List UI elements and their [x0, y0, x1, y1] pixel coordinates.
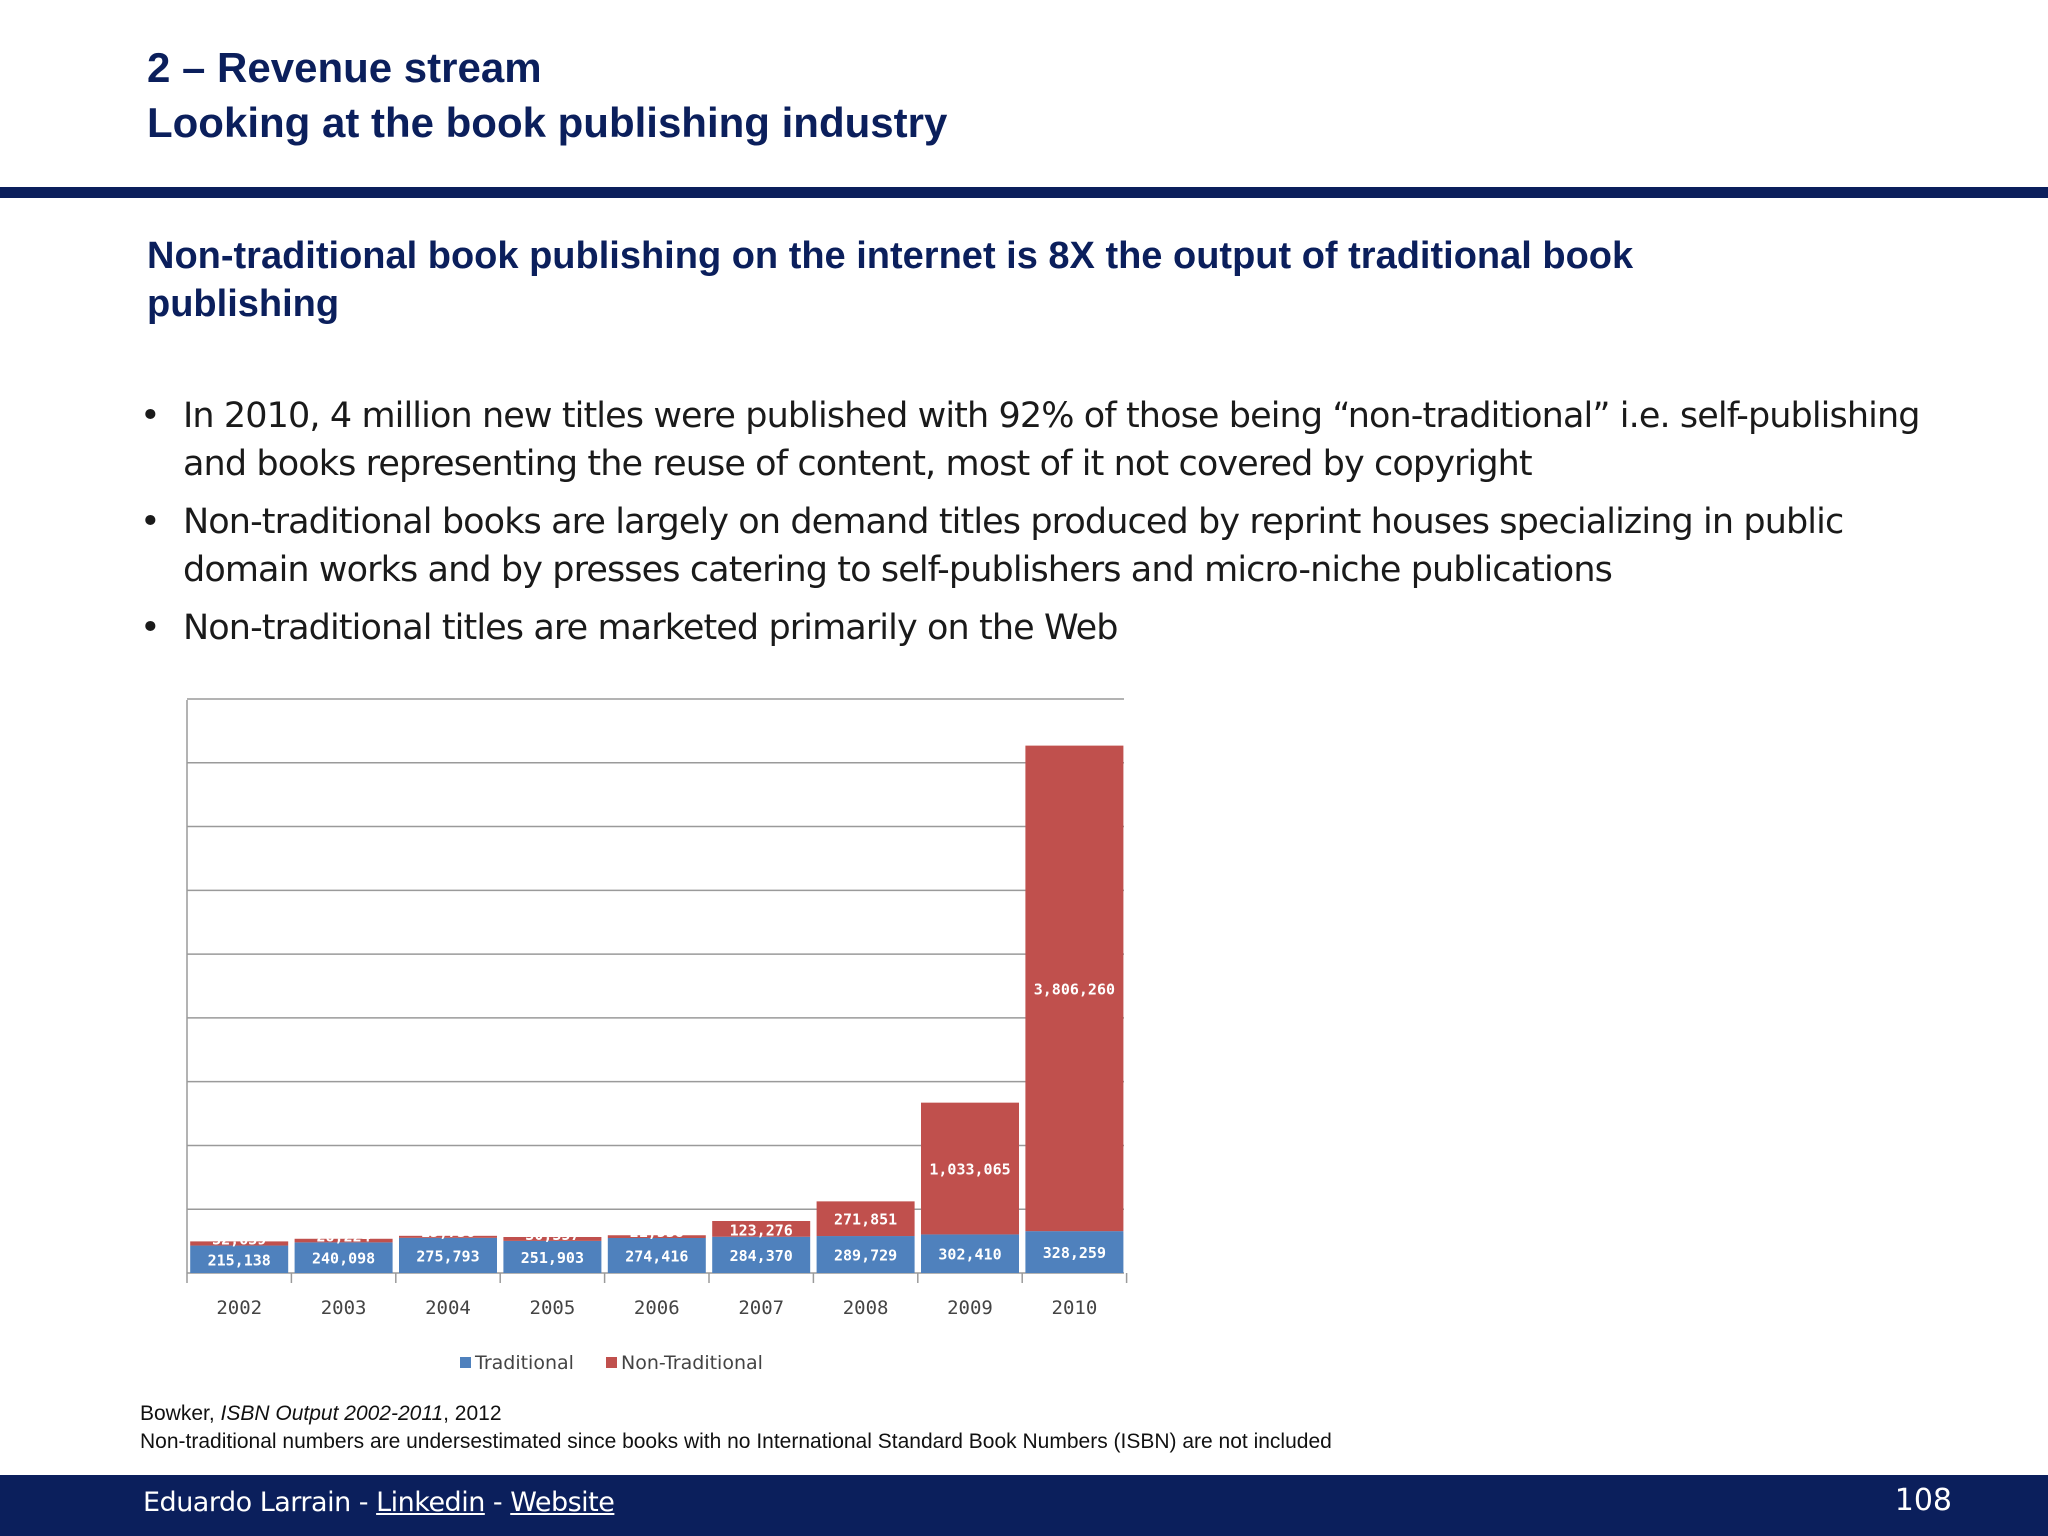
source-note: Bowker, ISBN Output 2002-2011, 2012 Non-…	[140, 1400, 1332, 1456]
linkedin-link[interactable]: Linkedin	[376, 1487, 485, 1518]
bar-traditional	[921, 1234, 1019, 1273]
bar-non-traditional	[607, 1235, 706, 1238]
page-title: Looking at the book publishing industry	[147, 99, 948, 146]
x-tick-label: 2005	[530, 1297, 576, 1319]
x-tick-label: 2004	[425, 1297, 471, 1319]
traditional-value-label: 215,138	[208, 1251, 271, 1269]
footer-credits: Eduardo Larrain - Linkedin - Website	[143, 1487, 615, 1518]
bullet-dot: •	[140, 608, 161, 648]
source-citation: Bowker, ISBN Output 2002-2011, 2012	[140, 1400, 1332, 1428]
stacked-bar-chart: 215,138 32,639 2002 240,098 28,224 2003 275,79…	[186, 690, 1128, 1374]
section-title: 2 – Revenue stream	[147, 44, 542, 91]
traditional-value-label: 328,259	[1043, 1244, 1106, 1262]
bullet-text: In 2010, 4 million new titles were publi…	[183, 396, 1920, 484]
x-tick-label: 2007	[738, 1297, 784, 1319]
x-tick-label: 2009	[947, 1297, 993, 1319]
bar-traditional	[816, 1236, 915, 1273]
bar-non-traditional	[190, 1241, 289, 1246]
non-traditional-value-label: 28,224	[317, 1227, 371, 1245]
bar-non-traditional	[1025, 745, 1124, 1232]
x-tick-label: 2003	[321, 1297, 367, 1319]
footer-author: Eduardo Larrain -	[143, 1487, 377, 1518]
bullet-item: • Non-traditional titles are marketed pri…	[140, 604, 1970, 652]
bar-non-traditional	[816, 1201, 915, 1237]
legend-swatch-non-traditional	[606, 1357, 617, 1368]
bar-traditional	[1025, 1231, 1124, 1273]
bullet-text: Non-traditional books are largely on dem…	[183, 502, 1844, 590]
x-tick-label: 2006	[634, 1297, 680, 1319]
non-traditional-value-label: 30,357	[525, 1226, 579, 1244]
legend-label-non-traditional: Non-Traditional	[621, 1352, 763, 1374]
website-link[interactable]: Website	[510, 1487, 615, 1518]
bar-traditional	[399, 1237, 497, 1273]
bar-non-traditional	[503, 1236, 602, 1241]
source-title: ISBN Output 2002-2011	[220, 1402, 444, 1425]
x-tick-label: 2002	[216, 1297, 262, 1319]
bar-non-traditional	[712, 1221, 811, 1237]
bullet-list: • In 2010, 4 million new titles were publ…	[140, 392, 1970, 662]
traditional-value-label: 302,410	[938, 1246, 1001, 1264]
footer-separator: -	[484, 1487, 511, 1518]
header-divider-thin	[0, 187, 2048, 189]
x-tick-label: 2010	[1052, 1297, 1098, 1319]
legend-swatch-traditional	[460, 1357, 471, 1368]
bullet-item: • In 2010, 4 million new titles were publ…	[140, 392, 1970, 488]
bar-non-traditional	[399, 1235, 497, 1238]
page-number: 108	[1894, 1483, 1952, 1518]
traditional-value-label: 284,370	[730, 1247, 793, 1265]
bar-non-traditional	[921, 1102, 1019, 1235]
x-tick-label: 2008	[843, 1297, 889, 1319]
non-traditional-value-label: 1,033,065	[929, 1161, 1010, 1179]
bar-traditional	[294, 1242, 393, 1273]
footer-bar: Eduardo Larrain - Linkedin - Website 108	[0, 1475, 2048, 1536]
non-traditional-value-label: 123,276	[730, 1222, 793, 1240]
traditional-value-label: 251,903	[521, 1249, 584, 1267]
bullet-dot: •	[140, 502, 161, 542]
bullet-item: • Non-traditional books are largely on de…	[140, 498, 1970, 594]
slide-subtitle: Non-traditional book publishing on the i…	[147, 235, 1634, 325]
bullet-dot: •	[140, 396, 161, 436]
non-traditional-value-label: 21,538	[630, 1223, 684, 1241]
non-traditional-value-label: 3,806,260	[1034, 980, 1115, 998]
traditional-value-label: 240,098	[312, 1250, 375, 1268]
non-traditional-value-label: 271,851	[834, 1211, 897, 1229]
source-author: Bowker,	[140, 1402, 221, 1425]
slide-header: 2 – Revenue stream Looking at the book p…	[147, 40, 947, 150]
bar-non-traditional	[294, 1238, 393, 1243]
traditional-value-label: 289,729	[834, 1247, 897, 1265]
legend-label-traditional: Traditional	[474, 1352, 574, 1374]
non-traditional-value-label: 15,736	[421, 1223, 475, 1241]
traditional-value-label: 274,416	[625, 1247, 688, 1265]
traditional-value-label: 275,793	[416, 1247, 479, 1265]
source-disclaimer: Non-traditional numbers are undersestima…	[140, 1430, 1332, 1453]
bar-traditional	[607, 1237, 706, 1273]
source-year: , 2012	[443, 1402, 502, 1425]
bar-traditional	[712, 1236, 811, 1273]
header-divider	[0, 189, 2048, 198]
bar-traditional	[190, 1245, 289, 1273]
bar-traditional	[503, 1240, 602, 1273]
non-traditional-value-label: 32,639	[212, 1231, 266, 1249]
bullet-text: Non-traditional titles are marketed prim…	[183, 608, 1118, 648]
